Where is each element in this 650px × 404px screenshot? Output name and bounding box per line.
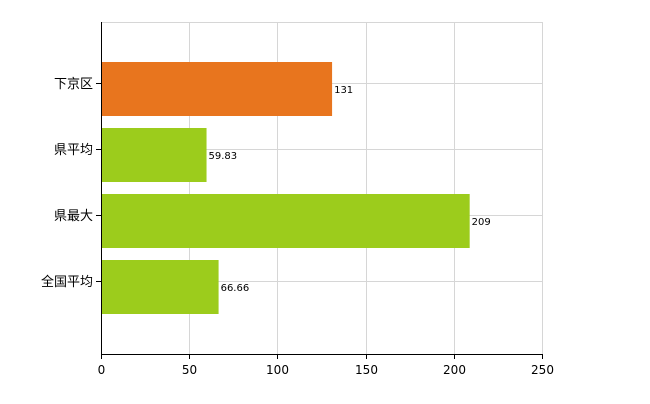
x-tick-label: 150 — [355, 363, 378, 377]
category-label: 下京区 — [54, 77, 93, 92]
category-label: 全国平均 — [41, 274, 93, 290]
x-tick-label: 200 — [443, 363, 466, 377]
category-label: 県平均 — [54, 143, 93, 158]
category-label: 県最大 — [54, 209, 93, 224]
bar-3 — [102, 194, 470, 248]
data-label: 209 — [472, 217, 491, 228]
data-label: 131 — [334, 85, 353, 96]
x-tick-label: 0 — [98, 363, 106, 377]
bar-2 — [102, 128, 207, 182]
data-label: 66.66 — [221, 283, 250, 294]
bar-1 — [102, 62, 333, 116]
data-label: 59.83 — [209, 151, 238, 162]
x-tick-label: 250 — [531, 363, 554, 377]
x-tick-label: 50 — [182, 363, 197, 377]
x-tick-label: 100 — [266, 363, 289, 377]
bar-4 — [102, 260, 219, 314]
